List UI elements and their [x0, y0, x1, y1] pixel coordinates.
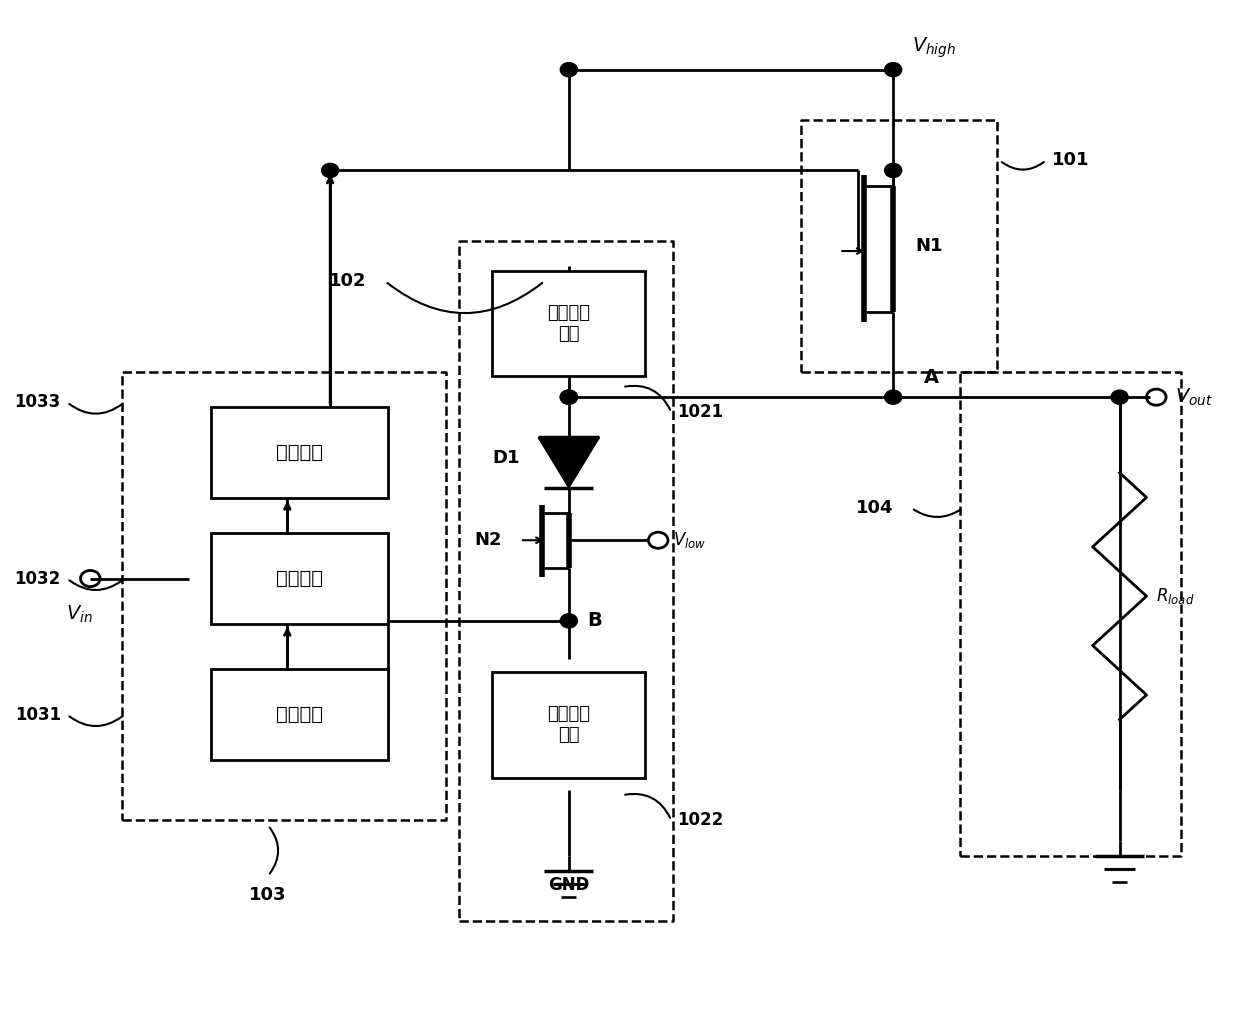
- Text: N1: N1: [915, 237, 942, 255]
- Text: 1022: 1022: [677, 812, 724, 829]
- Circle shape: [321, 164, 339, 178]
- Circle shape: [560, 614, 578, 628]
- Text: $V_{low}$: $V_{low}$: [673, 530, 706, 551]
- Text: $V_{in}$: $V_{in}$: [66, 604, 93, 625]
- Circle shape: [884, 164, 901, 178]
- Circle shape: [884, 390, 901, 404]
- Text: N2: N2: [474, 531, 501, 550]
- Text: 第一高阻
单元: 第一高阻 单元: [547, 304, 590, 343]
- Polygon shape: [538, 438, 599, 488]
- Text: 1031: 1031: [15, 705, 61, 723]
- Text: 驱动单元: 驱动单元: [277, 443, 324, 462]
- Text: B: B: [588, 612, 601, 630]
- Text: GND: GND: [548, 876, 589, 894]
- Circle shape: [560, 390, 578, 404]
- Text: $V_{out}$: $V_{out}$: [1174, 386, 1213, 407]
- Text: 1033: 1033: [15, 393, 61, 411]
- Polygon shape: [211, 670, 388, 760]
- Circle shape: [560, 63, 578, 77]
- Text: 103: 103: [249, 886, 286, 904]
- Text: 102: 102: [330, 272, 367, 291]
- Circle shape: [884, 63, 901, 77]
- Text: 104: 104: [856, 499, 893, 517]
- Polygon shape: [211, 533, 388, 624]
- Text: 1021: 1021: [677, 403, 724, 422]
- Text: 第二高阻
单元: 第二高阻 单元: [547, 705, 590, 744]
- Text: A: A: [924, 368, 939, 387]
- Polygon shape: [492, 672, 645, 777]
- Polygon shape: [492, 270, 645, 377]
- Text: D1: D1: [492, 449, 520, 466]
- Text: 101: 101: [1053, 151, 1090, 170]
- Circle shape: [560, 390, 578, 404]
- Text: $R_{load}$: $R_{load}$: [1156, 586, 1195, 607]
- Text: 整形单元: 整形单元: [277, 705, 324, 724]
- Text: 1032: 1032: [15, 570, 61, 587]
- Polygon shape: [211, 407, 388, 498]
- Text: 逻辑单元: 逻辑单元: [277, 569, 324, 588]
- Circle shape: [1111, 390, 1128, 404]
- Text: $V_{high}$: $V_{high}$: [911, 36, 956, 60]
